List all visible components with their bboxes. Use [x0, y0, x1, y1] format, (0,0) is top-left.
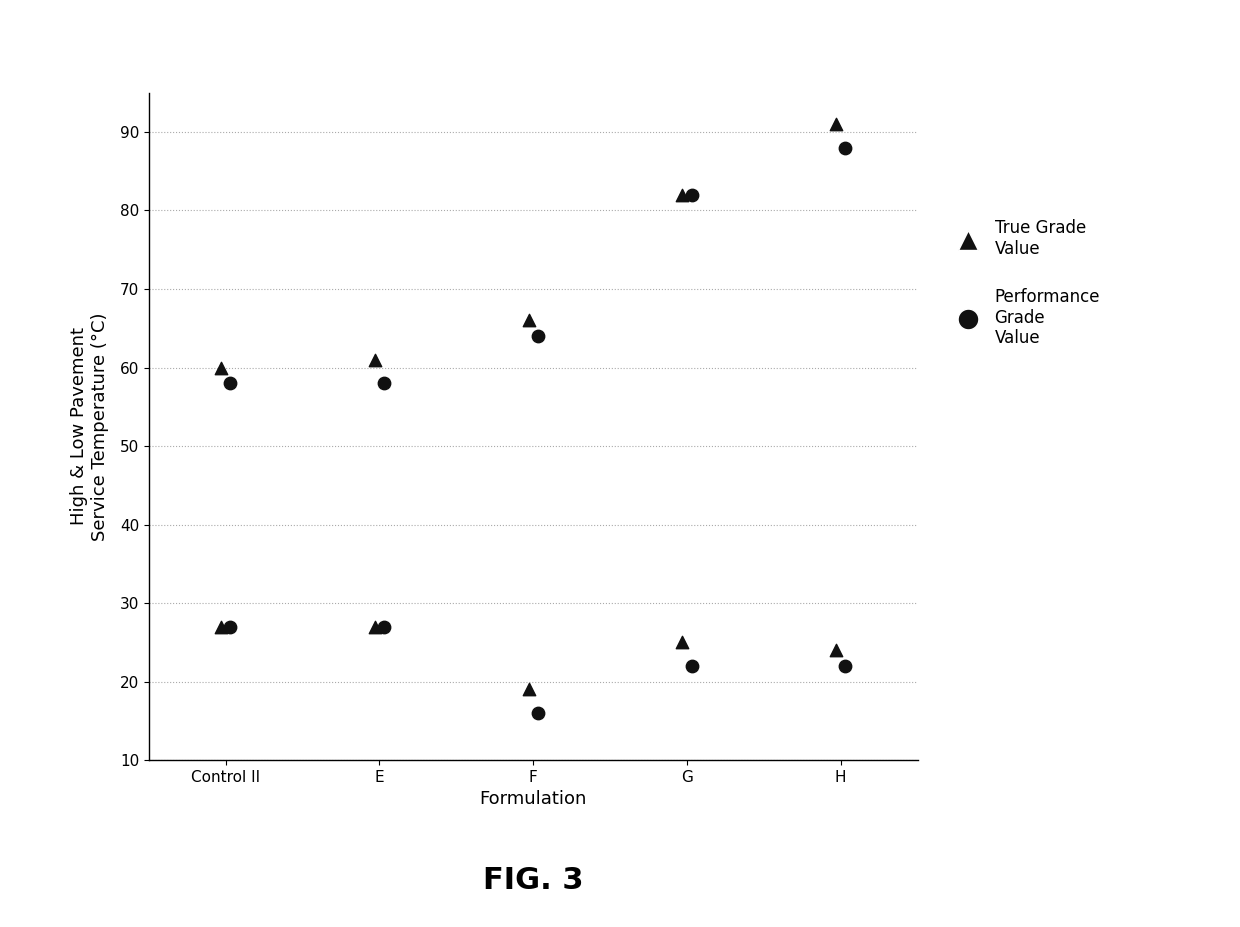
Point	[365, 352, 384, 367]
Point	[221, 375, 241, 390]
Point	[518, 313, 538, 328]
Point	[826, 642, 846, 657]
Point	[682, 658, 702, 673]
Point	[672, 635, 692, 650]
Text: FIG. 3: FIG. 3	[482, 866, 584, 895]
Point	[518, 682, 538, 697]
Point	[826, 117, 846, 132]
Point	[836, 658, 856, 673]
X-axis label: Formulation: Formulation	[480, 791, 587, 808]
Point	[672, 187, 692, 202]
Y-axis label: High & Low Pavement
Service Temperature (°C): High & Low Pavement Service Temperature …	[69, 312, 109, 540]
Point	[528, 705, 548, 720]
Point	[682, 187, 702, 202]
Point	[211, 360, 231, 375]
Point	[365, 619, 384, 634]
Point	[836, 140, 856, 155]
Legend: True Grade
Value, Performance
Grade
Value: True Grade Value, Performance Grade Valu…	[945, 212, 1107, 354]
Point	[221, 619, 241, 634]
Point	[528, 329, 548, 344]
Point	[211, 619, 231, 634]
Point	[374, 375, 394, 390]
Point	[374, 619, 394, 634]
